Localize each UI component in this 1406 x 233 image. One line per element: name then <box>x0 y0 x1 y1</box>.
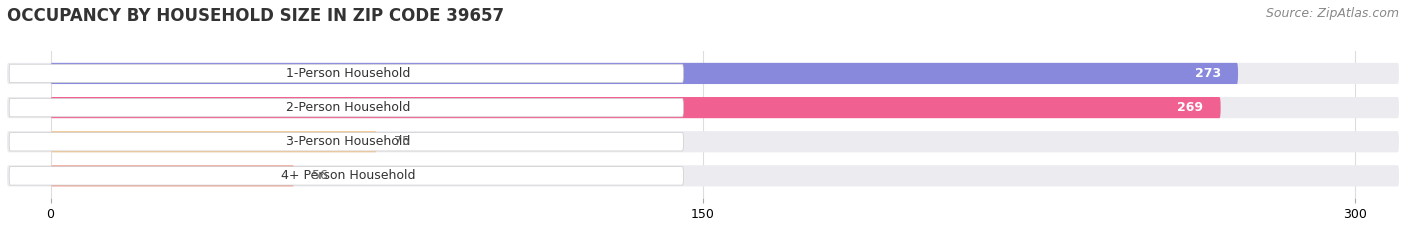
FancyBboxPatch shape <box>7 97 1399 118</box>
Text: 269: 269 <box>1177 101 1204 114</box>
FancyBboxPatch shape <box>10 167 683 185</box>
Text: Source: ZipAtlas.com: Source: ZipAtlas.com <box>1265 7 1399 20</box>
FancyBboxPatch shape <box>7 165 1399 186</box>
FancyBboxPatch shape <box>10 64 683 83</box>
FancyBboxPatch shape <box>51 97 1220 118</box>
Text: 1-Person Household: 1-Person Household <box>287 67 411 80</box>
FancyBboxPatch shape <box>51 131 377 152</box>
Text: 273: 273 <box>1195 67 1220 80</box>
FancyBboxPatch shape <box>7 63 1399 84</box>
FancyBboxPatch shape <box>51 165 294 186</box>
FancyBboxPatch shape <box>10 98 683 117</box>
Text: 56: 56 <box>312 169 328 182</box>
Text: 4+ Person Household: 4+ Person Household <box>281 169 416 182</box>
Text: 2-Person Household: 2-Person Household <box>287 101 411 114</box>
FancyBboxPatch shape <box>7 131 1399 152</box>
FancyBboxPatch shape <box>10 133 683 151</box>
Text: 75: 75 <box>394 135 411 148</box>
Text: OCCUPANCY BY HOUSEHOLD SIZE IN ZIP CODE 39657: OCCUPANCY BY HOUSEHOLD SIZE IN ZIP CODE … <box>7 7 505 25</box>
FancyBboxPatch shape <box>51 63 1239 84</box>
Text: 3-Person Household: 3-Person Household <box>287 135 411 148</box>
